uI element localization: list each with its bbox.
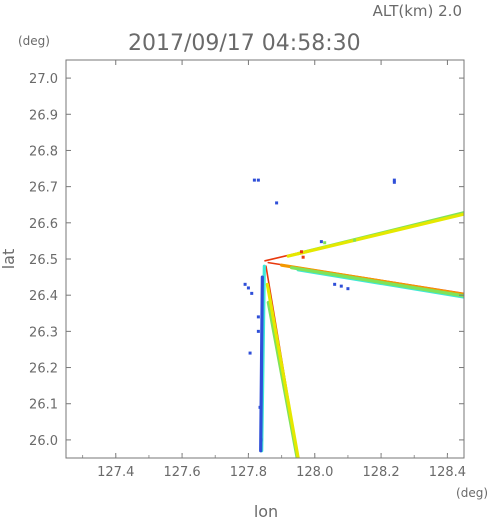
- y-tick-label-8: 26.8: [29, 144, 58, 159]
- echo-point-9: [256, 315, 260, 319]
- echo-point-3: [392, 178, 396, 182]
- x-tick-label-3: 128.0: [296, 465, 333, 480]
- echo-point-0: [252, 178, 256, 182]
- echo-point-1: [256, 178, 260, 182]
- echo-point-10: [256, 329, 260, 333]
- echo-point-15: [339, 284, 343, 288]
- beam-echo-2: [286, 212, 464, 258]
- echo-point-4: [392, 180, 396, 184]
- y-tick-label-0: 26.0: [29, 434, 58, 449]
- axis-ticks: 127.4 127.6 127.8 128.0 128.2 128.4 26.0 26.1 26…: [29, 60, 466, 480]
- y-tick-label-7: 26.7: [29, 181, 58, 196]
- echo-point-14: [333, 282, 337, 286]
- echo-point-8: [248, 351, 252, 355]
- plot-area: [243, 178, 464, 458]
- echo-point-5: [243, 282, 247, 286]
- echo-point-16: [346, 287, 350, 291]
- echo-point-18: [301, 255, 305, 259]
- y-tick-label-4: 26.4: [29, 289, 58, 304]
- beam-echo-6: [289, 266, 464, 298]
- x-tick-label-1: 127.6: [163, 465, 200, 480]
- echo-point-6: [246, 286, 250, 290]
- echo-point-19: [258, 405, 262, 409]
- echo-point-2: [275, 201, 279, 205]
- y-tick-label-1: 26.1: [29, 398, 58, 413]
- echo-point-12: [323, 241, 327, 245]
- x-axis-label: lon: [254, 502, 278, 521]
- y-axis-label: lat: [0, 249, 18, 270]
- y-unit-label: (deg): [18, 34, 50, 48]
- echo-point-11: [319, 240, 323, 244]
- y-tick-label-9: 26.9: [29, 108, 58, 123]
- echo-point-17: [299, 250, 303, 254]
- altitude-label: ALT(km) 2.0: [373, 2, 462, 20]
- y-tick-label-10: 27.0: [29, 72, 58, 87]
- echo-point-7: [250, 291, 254, 295]
- echo-point-20: [259, 438, 263, 442]
- x-tick-label-4: 128.2: [362, 465, 399, 480]
- timestamp-title: 2017/09/17 04:58:30: [128, 31, 361, 56]
- y-tick-label-3: 26.3: [29, 325, 58, 340]
- y-tick-label-2: 26.2: [29, 362, 58, 377]
- y-tick-label-6: 26.6: [29, 217, 58, 232]
- x-tick-label-2: 127.8: [230, 465, 267, 480]
- plot-marks: [243, 178, 464, 458]
- beam-echo-11: [259, 275, 264, 453]
- x-tick-label-0: 127.4: [97, 465, 134, 480]
- echo-point-13: [353, 238, 357, 242]
- x-tick-label-5: 128.4: [429, 465, 466, 480]
- x-unit-label: (deg): [456, 486, 488, 500]
- plot-frame: [65, 59, 465, 459]
- y-tick-label-5: 26.5: [29, 253, 58, 268]
- beam-echo-9: [265, 282, 300, 458]
